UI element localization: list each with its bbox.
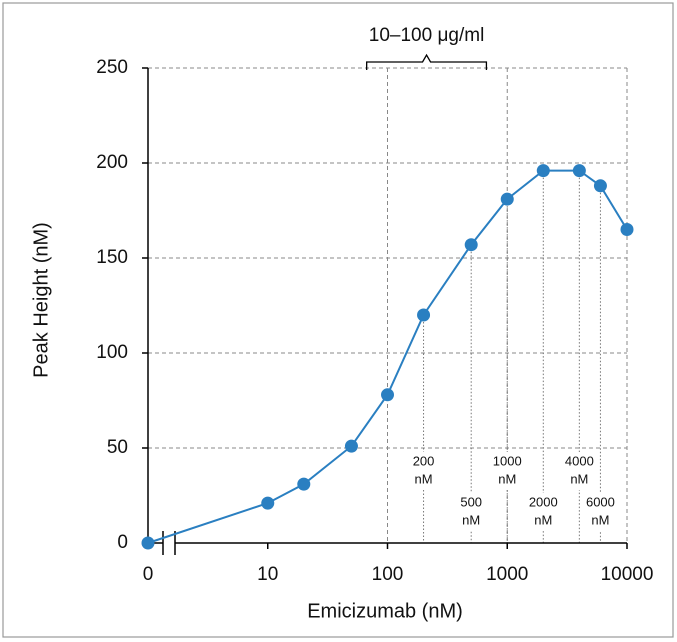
label-bg: [490, 452, 525, 490]
y-axis-title: Peak Height (nM): [30, 222, 52, 378]
point: [297, 477, 311, 491]
concentration-value: 200: [413, 453, 435, 468]
label-bg: [406, 452, 441, 490]
concentration-unit: nM: [534, 512, 552, 527]
point: [417, 308, 431, 322]
concentration-value: 6000: [586, 494, 615, 509]
concentration-unit: nM: [498, 471, 516, 486]
concentration-unit: nM: [591, 512, 609, 527]
point: [141, 536, 155, 550]
concentration-unit: nM: [462, 512, 480, 527]
bracket: [366, 53, 488, 70]
y-tick-label: 0: [117, 532, 128, 553]
concentration-value: 1000: [493, 453, 522, 468]
concentration-unit: nM: [415, 471, 433, 486]
label-bg: [562, 452, 597, 490]
x-tick-label: 1000: [486, 564, 528, 585]
x-tick-label: 0: [143, 564, 154, 585]
x-tick-label: 100: [372, 564, 404, 585]
point: [572, 164, 586, 178]
point: [593, 179, 607, 193]
y-tick-label: 100: [96, 342, 128, 363]
y-tick-label: 250: [96, 57, 128, 78]
point: [536, 164, 550, 178]
x-tick-label: 10000: [601, 564, 654, 585]
point: [500, 192, 514, 206]
concentration-unit: nM: [570, 471, 588, 486]
bracket-label: 10–100 μg/ml: [369, 25, 485, 46]
y-tick-label: 50: [107, 437, 128, 458]
label-bg: [526, 493, 561, 531]
axis-break-gap: [163, 540, 175, 546]
point: [381, 388, 394, 402]
point: [344, 439, 358, 453]
point: [261, 496, 275, 510]
point: [620, 223, 634, 236]
x-axis-title: Emicizumab (nM): [307, 600, 463, 622]
label-bg: [454, 493, 489, 531]
point: [464, 238, 478, 252]
concentration-value: 500: [460, 494, 482, 509]
y-tick-label: 150: [96, 247, 128, 268]
y-tick-label: 200: [96, 152, 128, 173]
concentration-value: 4000: [565, 453, 594, 468]
concentration-value: 2000: [529, 494, 558, 509]
x-tick-label: 10: [257, 564, 278, 585]
label-bg: [583, 493, 618, 531]
